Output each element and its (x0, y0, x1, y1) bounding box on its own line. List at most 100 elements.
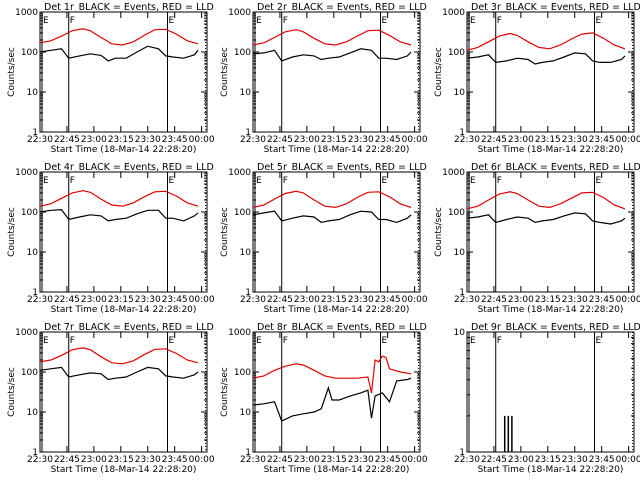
series-line-events (39, 45, 199, 62)
marker-label: F (70, 176, 75, 186)
x-tick-label: 00:00 (402, 295, 428, 305)
y-tick-label: 10 (27, 88, 39, 98)
y-tick-label: 10 (240, 408, 252, 418)
x-tick-label: 23:15 (108, 455, 134, 465)
panel-det-5: Det 5r_BLACK = Events, RED = LLD 1 10 100 10… (220, 162, 428, 315)
x-axis-label: Start Time (18-Mar-14 22:28:20) (51, 465, 197, 475)
x-axis-label: Start Time (18-Mar-14 22:28:20) (478, 145, 624, 155)
panel-det-2: Det 2r_BLACK = Events, RED = LLD 1 10 100 10… (220, 2, 428, 155)
marker-label: E (168, 176, 174, 186)
y-tick-label: 1000 (442, 168, 465, 178)
marker-label: F (70, 336, 75, 346)
x-tick-label: 00:00 (402, 135, 428, 145)
marker-label: E (381, 336, 387, 346)
series-line-events (252, 377, 412, 422)
panel-det-3: Det 3r_BLACK = Events, RED = LLD 1 10 100 10… (434, 2, 640, 155)
x-tick-label: 23:00 (81, 135, 107, 145)
marker-label: E (470, 336, 476, 346)
marker-label: E (43, 16, 49, 26)
x-tick-label: 22:45 (481, 295, 507, 305)
x-tick-label: 23:30 (348, 135, 374, 145)
x-tick-label: 23:30 (562, 295, 588, 305)
x-tick-label: 22:30 (454, 295, 480, 305)
x-axis-label: Start Time (18-Mar-14 22:28:20) (51, 305, 197, 315)
x-tick-label: 22:30 (27, 135, 53, 145)
plot-frame (252, 11, 421, 133)
marker-label: F (283, 176, 288, 186)
marker-label: F (497, 16, 502, 26)
y-tick-label: 1 (459, 448, 465, 458)
x-tick-label: 23:00 (508, 135, 534, 145)
marker-label: E (168, 336, 174, 346)
x-tick-label: 23:00 (294, 135, 320, 145)
y-axis-label: Counts/sec (7, 207, 17, 257)
marker-label: F (497, 336, 502, 346)
series-line-events (39, 366, 199, 381)
y-tick-label: 100 (21, 48, 38, 58)
x-tick-label: 23:45 (375, 455, 401, 465)
y-tick-label: 1000 (228, 168, 251, 178)
x-tick-label: 22:30 (454, 135, 480, 145)
y-axis-label: Counts/sec (220, 207, 230, 257)
x-tick-label: 23:15 (535, 455, 561, 465)
x-tick-label: 23:30 (135, 455, 161, 465)
x-tick-label: 00:00 (189, 295, 215, 305)
x-tick-label: 22:30 (240, 295, 266, 305)
panel-det-1: Det 1r_BLACK = Events, RED = LLD 1 10 100 10… (7, 2, 215, 155)
x-tick-label: 23:30 (562, 455, 588, 465)
x-tick-label: 23:00 (294, 295, 320, 305)
y-tick-label: 100 (234, 368, 251, 378)
marker-label: E (595, 336, 601, 346)
marker-label: E (256, 176, 262, 186)
x-tick-label: 23:15 (321, 135, 347, 145)
y-tick-label: 1 (245, 448, 251, 458)
x-tick-label: 23:15 (535, 295, 561, 305)
y-axis-label: Counts/sec (434, 207, 444, 257)
x-tick-label: 22:45 (267, 295, 293, 305)
y-tick-label: 100 (448, 208, 465, 218)
x-tick-label: 23:45 (162, 455, 188, 465)
y-tick-label: 10 (27, 408, 39, 418)
y-tick-label: 1 (32, 128, 38, 138)
x-tick-label: 22:45 (267, 455, 293, 465)
x-tick-label: 23:45 (589, 455, 615, 465)
marker-label: F (70, 16, 75, 26)
panel-title: Det 8r_BLACK = Events, RED = LLD (257, 322, 427, 333)
x-tick-label: 23:00 (81, 295, 107, 305)
series-line-events (39, 208, 199, 222)
plot-frame (39, 171, 208, 293)
marker-label: F (283, 16, 288, 26)
panel-det-9: Det 9r_BLACK = Events, RED = LLD 1 10 22:30… (454, 322, 640, 475)
x-tick-label: 23:15 (535, 135, 561, 145)
series-line-events (252, 48, 412, 62)
series-line-lld (252, 190, 412, 209)
panel-title: Det 3r_BLACK = Events, RED = LLD (471, 2, 640, 13)
y-axis-label: Counts/sec (434, 47, 444, 97)
x-tick-label: 22:45 (481, 455, 507, 465)
x-tick-label: 23:15 (321, 455, 347, 465)
x-tick-label: 23:45 (589, 295, 615, 305)
y-axis-label: Counts/sec (220, 367, 230, 417)
x-tick-label: 22:45 (54, 455, 80, 465)
x-tick-label: 23:30 (348, 295, 374, 305)
series-line-events (466, 52, 626, 65)
x-tick-label: 00:00 (189, 455, 215, 465)
series-line-lld (466, 32, 626, 51)
marker-label: E (43, 176, 49, 186)
y-axis-label: Counts/sec (7, 367, 17, 417)
series-line-lld (252, 29, 412, 46)
series-line-lld (39, 28, 199, 46)
x-axis-label: Start Time (18-Mar-14 22:28:20) (478, 465, 624, 475)
panel-title: Det 1r_BLACK = Events, RED = LLD (44, 2, 214, 13)
panels-grid: Det 1r_BLACK = Events, RED = LLD11010010… (7, 2, 640, 475)
y-tick-label: 1000 (15, 168, 38, 178)
series-line-lld (39, 190, 199, 207)
marker-label: E (381, 16, 387, 26)
y-tick-label: 100 (234, 48, 251, 58)
y-tick-label: 10 (454, 88, 466, 98)
x-tick-label: 00:00 (616, 135, 640, 145)
panel-det-7: Det 7r_BLACK = Events, RED = LLD 1 10 100 10… (7, 322, 215, 475)
y-tick-label: 1 (32, 448, 38, 458)
panel-title: Det 4r_BLACK = Events, RED = LLD (44, 162, 214, 173)
